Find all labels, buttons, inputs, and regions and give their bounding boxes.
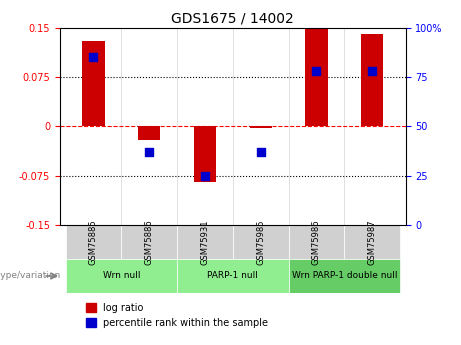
Text: genotype/variation: genotype/variation: [0, 272, 61, 280]
Text: Wrn PARP-1 double null: Wrn PARP-1 double null: [292, 272, 397, 280]
Bar: [361, 34, 384, 126]
Point: [257, 149, 264, 155]
Bar: [194, 126, 216, 183]
Title: GDS1675 / 14002: GDS1675 / 14002: [171, 11, 294, 25]
FancyBboxPatch shape: [65, 225, 121, 259]
Text: GSM75985: GSM75985: [256, 219, 265, 265]
Bar: [138, 126, 160, 140]
Text: GSM75986: GSM75986: [312, 219, 321, 265]
FancyBboxPatch shape: [177, 259, 289, 293]
Bar: [305, 29, 328, 126]
FancyBboxPatch shape: [289, 259, 400, 293]
Text: GSM75931: GSM75931: [201, 219, 209, 265]
FancyBboxPatch shape: [233, 225, 289, 259]
Text: GSM75885: GSM75885: [89, 219, 98, 265]
Text: GSM75987: GSM75987: [368, 219, 377, 265]
Point: [90, 55, 97, 60]
Bar: [82, 41, 105, 126]
Text: GSM75886: GSM75886: [145, 219, 154, 265]
FancyBboxPatch shape: [344, 225, 400, 259]
Bar: [249, 126, 272, 128]
FancyBboxPatch shape: [121, 225, 177, 259]
FancyBboxPatch shape: [65, 259, 177, 293]
Point: [313, 68, 320, 74]
Text: PARP-1 null: PARP-1 null: [207, 272, 258, 280]
FancyBboxPatch shape: [177, 225, 233, 259]
Legend: log ratio, percentile rank within the sample: log ratio, percentile rank within the sa…: [82, 299, 272, 332]
Point: [368, 68, 376, 74]
FancyBboxPatch shape: [289, 225, 344, 259]
Point: [146, 149, 153, 155]
Point: [201, 173, 209, 179]
Text: Wrn null: Wrn null: [102, 272, 140, 280]
